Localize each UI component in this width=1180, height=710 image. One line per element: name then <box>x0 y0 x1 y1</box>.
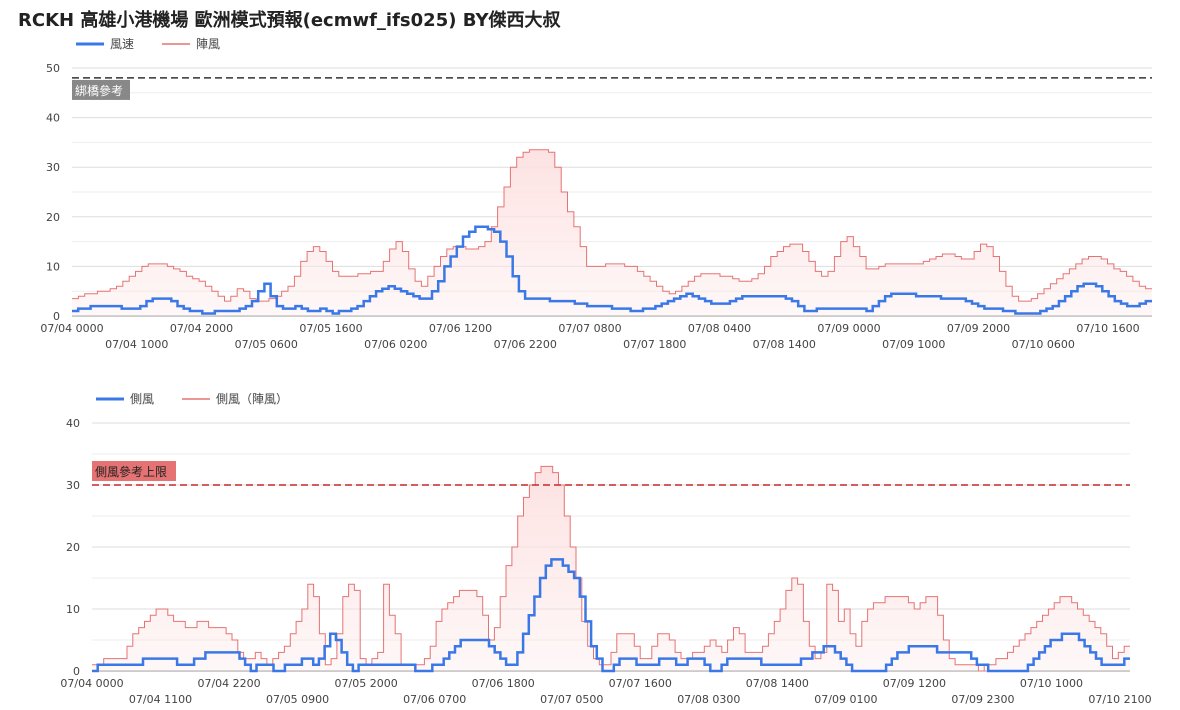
chart2-x-tick-label: 07/09 0100 <box>814 693 877 706</box>
chart1-x-tick-label: 07/09 0000 <box>817 322 880 335</box>
chart1-x-tick-label: 07/05 0600 <box>235 338 298 351</box>
chart1-x-tick-label: 07/04 1000 <box>105 338 168 351</box>
chart1-reference-label-bg <box>72 79 130 100</box>
chart2-x-tick-label: 07/08 1400 <box>746 677 809 690</box>
page-title: RCKH 高雄小港機場 歐洲模式預報(ecmwf_ifs025) BY傑西大叔 <box>18 10 561 31</box>
chart2-gust-line <box>92 465 1130 672</box>
chart1-reference-label: 綁橋參考 <box>75 83 123 98</box>
chart2-x-tick-label: 07/09 1200 <box>883 677 946 690</box>
chart2-reference-label-bg <box>92 461 176 481</box>
chart2-x-tick-label: 07/04 1100 <box>129 693 192 706</box>
chart1-y-tick-label: 0 <box>53 310 60 323</box>
chart1-x-tick-label: 07/09 1000 <box>882 338 945 351</box>
chart2-x-tick-label: 07/06 1800 <box>472 677 535 690</box>
chart1-x-tick-label: 07/06 2200 <box>494 338 557 351</box>
chart2-wind-line <box>92 558 1130 673</box>
chart2-x-tick-label: 07/08 0300 <box>677 693 740 706</box>
chart1-y-tick-label: 10 <box>46 260 60 273</box>
chart1-x-tick-label: 07/06 0200 <box>364 338 427 351</box>
chart1-x-tick-label: 07/04 0000 <box>40 322 103 335</box>
chart1-wind-line <box>72 225 1152 315</box>
chart2-y-tick-label: 0 <box>73 665 80 678</box>
chart1-y-tick-label: 40 <box>46 112 60 125</box>
chart1-x-tick-label: 07/07 1800 <box>623 338 686 351</box>
chart2-x-tick-label: 07/09 2300 <box>951 693 1014 706</box>
chart2-legend-label: 側風（陣風） <box>216 392 288 406</box>
chart2-y-tick-label: 30 <box>66 479 80 492</box>
chart1-x-tick-label: 07/05 1600 <box>299 322 362 335</box>
chart1-gust-area <box>72 149 1152 316</box>
chart1-x-tick-label: 07/06 1200 <box>429 322 492 335</box>
chart2-legend-label: 側風 <box>130 392 154 406</box>
chart1-x-tick-label: 07/08 0400 <box>688 322 751 335</box>
chart1-y-tick-label: 20 <box>46 211 60 224</box>
chart1-legend-label: 陣風 <box>196 37 220 51</box>
chart2-x-tick-label: 07/07 1600 <box>609 677 672 690</box>
chart2-x-tick-label: 07/04 2200 <box>197 677 260 690</box>
chart2-x-tick-label: 07/05 2000 <box>335 677 398 690</box>
chart1-legend-label: 風速 <box>110 37 134 51</box>
chart1-y-tick-label: 50 <box>46 62 60 75</box>
chart2-gust-area <box>92 466 1130 671</box>
chart1-x-tick-label: 07/08 1400 <box>753 338 816 351</box>
chart1-x-tick-label: 07/10 0600 <box>1012 338 1075 351</box>
chart2-x-tick-label: 07/10 1000 <box>1020 677 1083 690</box>
chart1-x-tick-label: 07/04 2000 <box>170 322 233 335</box>
chart2-y-tick-label: 40 <box>66 417 80 430</box>
chart2-y-tick-label: 10 <box>66 603 80 616</box>
chart2-x-tick-label: 07/07 0500 <box>540 693 603 706</box>
chart2-x-tick-label: 07/04 0000 <box>60 677 123 690</box>
chart2-reference-label: 側風參考上限 <box>95 464 167 479</box>
chart1-y-tick-label: 30 <box>46 161 60 174</box>
chart1-x-tick-label: 07/10 1600 <box>1076 322 1139 335</box>
chart1-x-tick-label: 07/09 2000 <box>947 322 1010 335</box>
chart2-y-tick-label: 20 <box>66 541 80 554</box>
chart1-gust-line <box>72 149 1152 302</box>
chart2-x-tick-label: 07/06 0700 <box>403 693 466 706</box>
chart2-x-tick-label: 07/10 2100 <box>1088 693 1151 706</box>
chart1-x-tick-label: 07/07 0800 <box>558 322 621 335</box>
chart2-x-tick-label: 07/05 0900 <box>266 693 329 706</box>
